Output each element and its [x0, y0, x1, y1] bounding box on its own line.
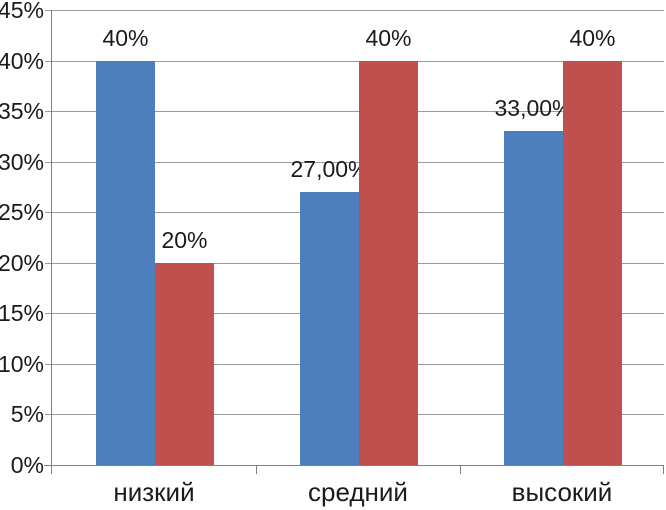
- plot-area: 40% 20% 27,00% 40% 33,00% 40%: [44, 10, 664, 474]
- y-axis-line: [51, 10, 52, 474]
- y-axis-labels: 0% 5% 10% 15% 20% 25% 30% 35% 40% 45%: [0, 0, 44, 478]
- data-label-series-1-blue-низкий: 40%: [102, 25, 149, 51]
- x-axis-tick: [255, 465, 257, 474]
- y-axis-tick-label: 20%: [0, 249, 44, 276]
- y-gridline: [45, 10, 664, 11]
- y-axis-tick-label: 25%: [0, 199, 44, 226]
- y-axis-tick-label: 0%: [10, 452, 44, 478]
- y-axis-tick-label: 40%: [0, 47, 44, 74]
- category-label-средний: средний: [308, 477, 408, 507]
- y-gridline: [45, 161, 664, 163]
- x-axis-tick: [459, 465, 461, 474]
- y-gridline: [45, 111, 664, 113]
- x-axis-labels: низкий средний высокий: [52, 477, 664, 509]
- y-axis-tick-label: 15%: [0, 300, 44, 327]
- category-label-низкий: низкий: [113, 477, 195, 507]
- data-label-series-2-red-средний: 40%: [365, 25, 412, 51]
- data-label-series-2-red-низкий: 20%: [161, 227, 208, 253]
- y-axis-tick-label: 5%: [10, 401, 44, 428]
- y-axis-tick-label: 45%: [0, 0, 44, 23]
- bar-series-2-red-низкий: [155, 263, 214, 465]
- y-axis-tick-label: 35%: [0, 98, 44, 125]
- x-axis-line: [44, 465, 664, 466]
- bar-series-1-blue-средний: [300, 192, 359, 465]
- bar-series-2-red-средний: [359, 61, 418, 465]
- data-label-series-2-red-высокий: 40%: [569, 25, 616, 51]
- y-gridline: [45, 60, 664, 62]
- bar-series-2-red-высокий: [563, 61, 622, 465]
- category-label-высокий: высокий: [511, 477, 613, 507]
- data-label-series-1-blue-высокий: 33,00%: [494, 95, 573, 121]
- y-axis-tick-label: 30%: [0, 148, 44, 175]
- data-label-series-1-blue-средний: 27,00%: [290, 156, 369, 182]
- x-axis-tick: [662, 465, 664, 474]
- bar-series-1-blue-низкий: [96, 61, 155, 465]
- y-axis-tick-label: 10%: [0, 350, 44, 377]
- bar-series-1-blue-высокий: [504, 131, 563, 465]
